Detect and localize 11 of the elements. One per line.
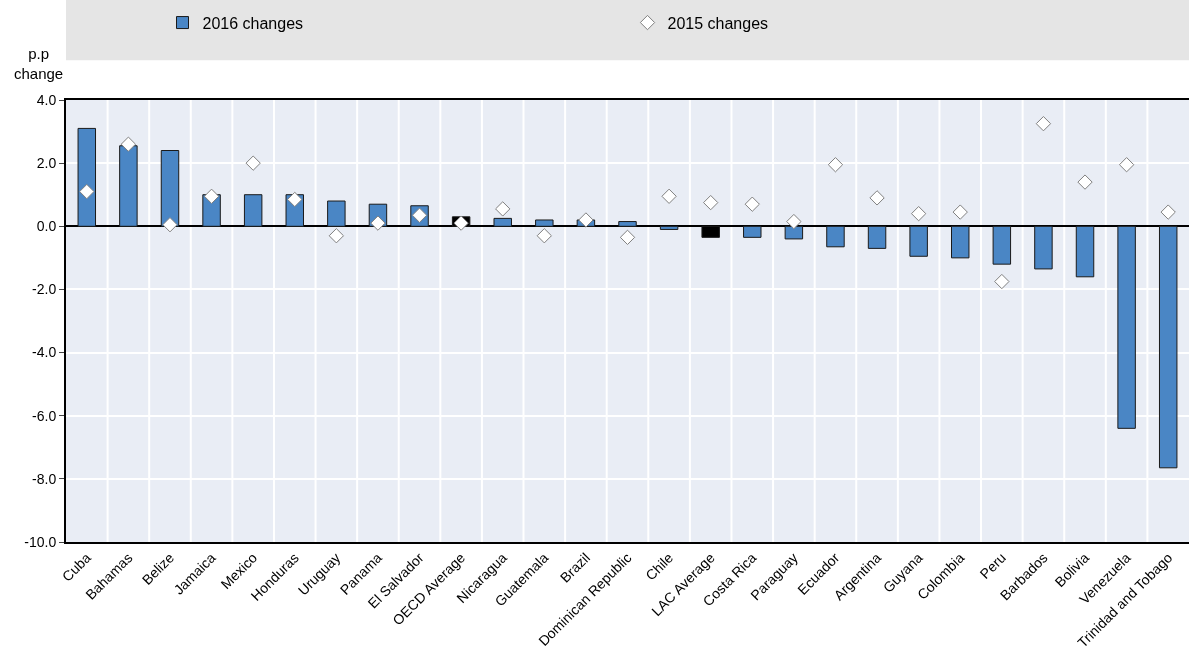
y-tick-label: 4.0: [36, 91, 57, 108]
y-tick-label: 0.0: [36, 218, 57, 235]
legend-label: 2015 changes: [667, 14, 769, 32]
y-tick-label: -6.0: [32, 407, 57, 424]
y-axis-title: p.p change: [14, 45, 64, 82]
y-tick-label: -2.0: [32, 281, 57, 298]
y-tick-label: -8.0: [32, 470, 57, 487]
legend-label: 2016 changes: [202, 14, 304, 32]
y-tick-label: -4.0: [32, 344, 57, 361]
y-tick-label: -10.0: [24, 533, 57, 550]
y-tick-label: 2.0: [36, 155, 57, 172]
